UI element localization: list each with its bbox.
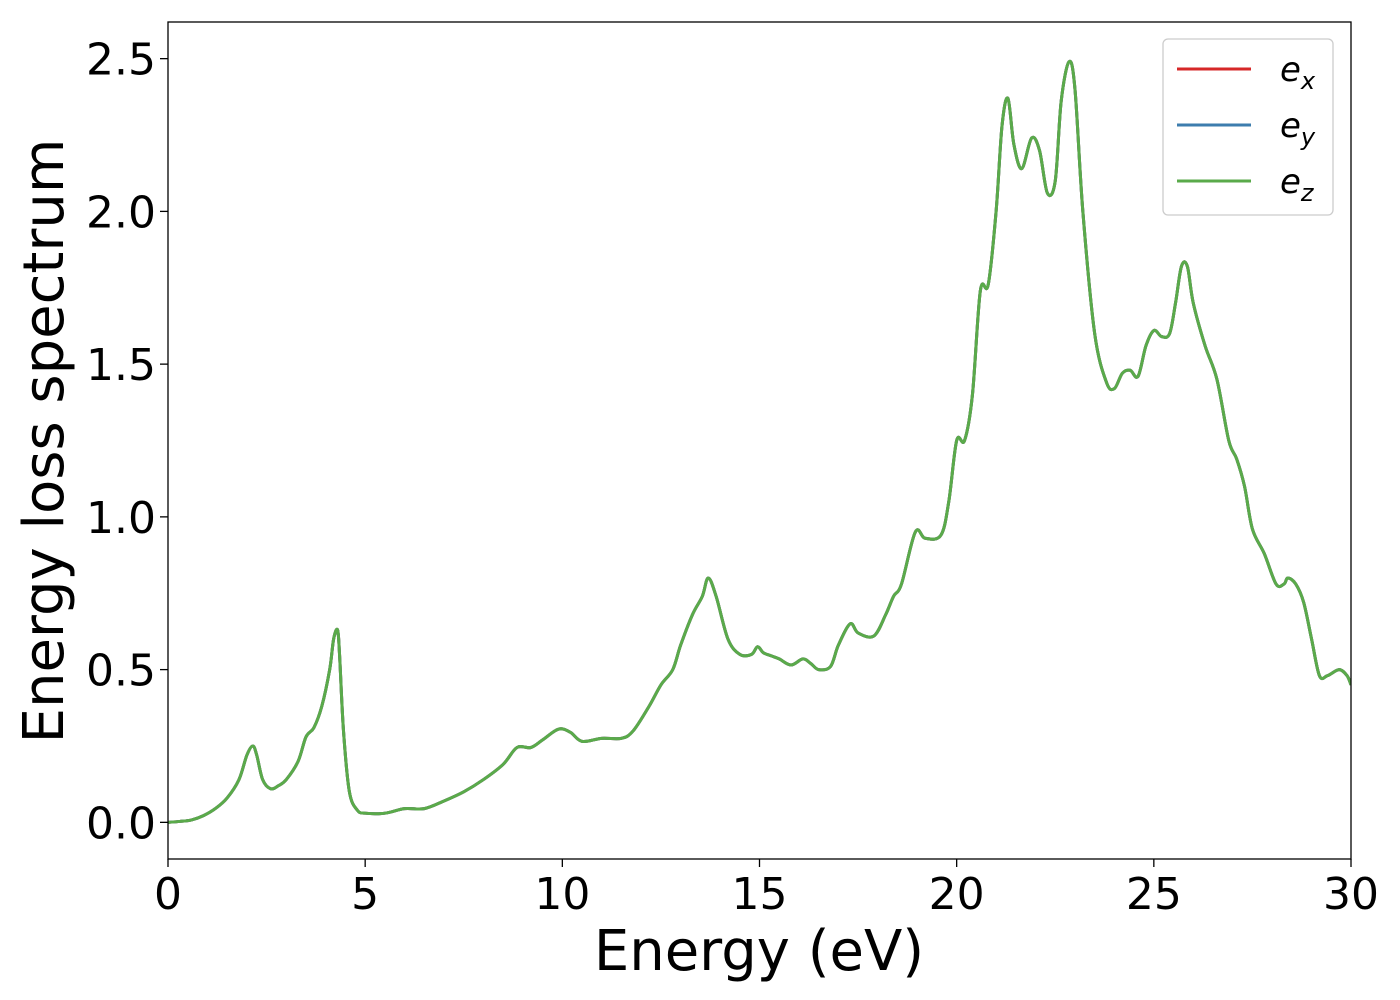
axes-layer: 0 5 10 15 20 25 30 0.0 0.5 1.0 1.5 2.0 2.5 xyxy=(86,21,1379,920)
x-tick-label: 20 xyxy=(929,869,985,920)
x-tick-label: 5 xyxy=(351,869,379,920)
legend-subscript: z xyxy=(1300,179,1315,207)
series-line-ez xyxy=(168,59,1351,824)
x-tick-label: 25 xyxy=(1126,869,1182,920)
legend-label-ex: ex xyxy=(1280,50,1316,95)
x-tick-label: 10 xyxy=(534,869,590,920)
y-tick-label: 2.5 xyxy=(86,35,156,86)
x-tick-label: 0 xyxy=(154,869,182,920)
legend-subscript: x xyxy=(1300,67,1316,95)
y-tick-label: 1.0 xyxy=(86,493,156,544)
series-layer xyxy=(168,59,1351,824)
x-tick-label: 15 xyxy=(732,869,788,920)
y-axis-label: Energy loss spectrum xyxy=(12,139,77,744)
y-tick-label: 2.0 xyxy=(86,187,156,238)
y-tick-label: 0.0 xyxy=(86,798,156,849)
legend-subscript: y xyxy=(1300,123,1316,151)
x-axis-label: Energy (eV) xyxy=(594,919,924,984)
x-tick-label: 30 xyxy=(1323,869,1379,920)
y-tick-label: 1.5 xyxy=(86,340,156,391)
y-tick-label: 0.5 xyxy=(86,646,156,697)
legend-box xyxy=(1162,38,1334,216)
